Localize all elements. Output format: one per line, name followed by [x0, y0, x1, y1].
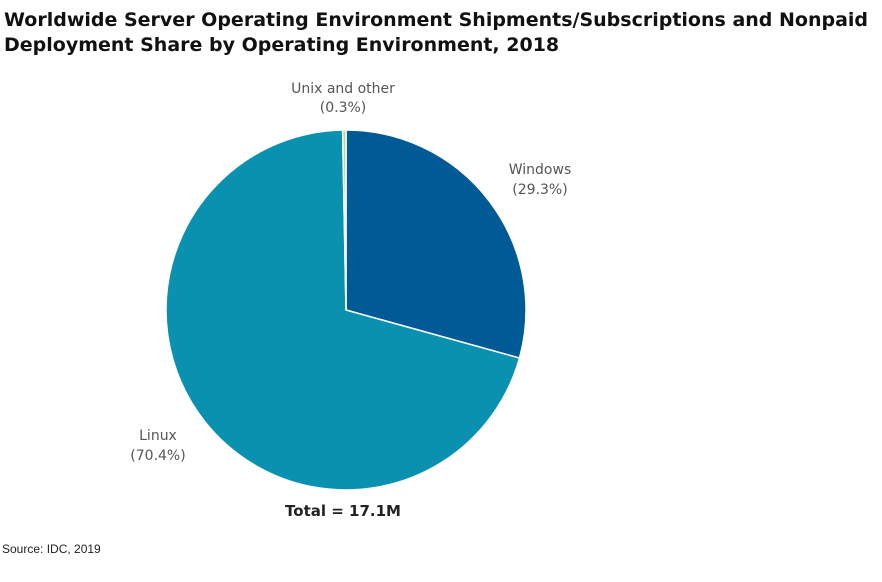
label-linux-name: Linux: [139, 428, 177, 444]
pie-slice-linux: [165, 129, 521, 491]
pie-slice-unix-and-other: [341, 129, 347, 311]
label-unix-name: Unix and other: [291, 81, 395, 97]
chart-title-line-1: Worldwide Server Operating Environment S…: [4, 9, 869, 31]
label-unix-value: (0.3%): [320, 100, 367, 116]
source-note: Source: IDC, 2019: [2, 542, 101, 556]
total-label: Total = 17.1M: [285, 502, 401, 520]
pie-slice-windows: [345, 129, 527, 359]
label-linux-value: (70.4%): [130, 448, 185, 464]
chart-title: Worldwide Server Operating Environment S…: [4, 8, 874, 58]
chart-title-line-2: Deployment Share by Operating Environmen…: [4, 34, 560, 56]
label-windows-name: Windows: [509, 162, 572, 178]
label-windows-value: (29.3%): [512, 182, 567, 198]
